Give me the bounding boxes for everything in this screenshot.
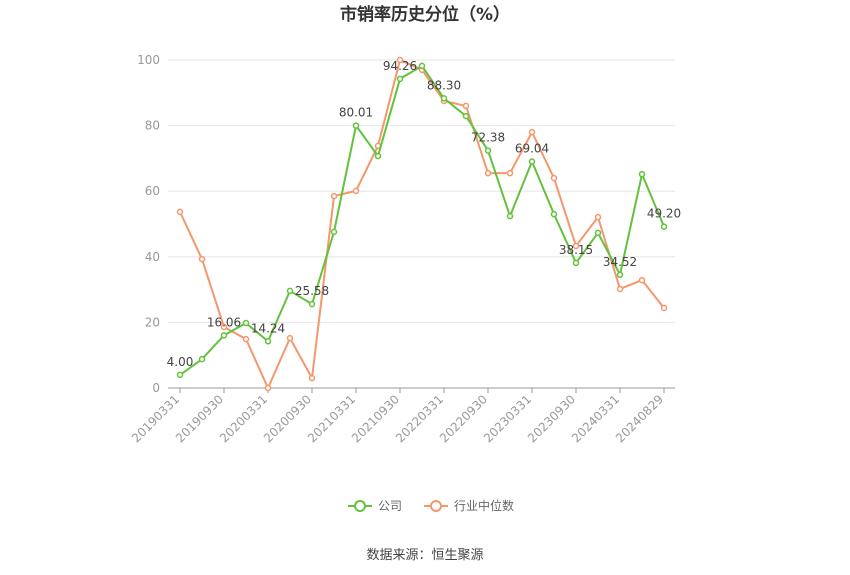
data-point: [550, 210, 558, 218]
data-point: [198, 255, 206, 263]
data-point: [242, 335, 250, 343]
data-point: [396, 56, 404, 64]
data-point: [594, 229, 602, 237]
data-point: [418, 62, 426, 70]
data-point: [176, 371, 184, 379]
data-label: 16.06: [207, 315, 241, 329]
data-label: 49.20: [647, 207, 681, 221]
data-label: 69.04: [515, 142, 549, 156]
y-tick-label: 80: [145, 119, 160, 133]
data-point: [594, 213, 602, 221]
series-line: [179, 58, 665, 391]
data-point: [572, 242, 580, 250]
data-point: [352, 187, 360, 195]
data-point: [528, 128, 536, 136]
data-point: [330, 228, 338, 236]
data-point: [264, 384, 272, 392]
data-point: [242, 319, 250, 327]
data-point: [462, 102, 470, 110]
data-label: 38.15: [559, 243, 593, 257]
data-point: [264, 338, 272, 345]
data-point: [440, 95, 448, 102]
data-point: [616, 285, 624, 293]
data-label: 80.01: [339, 106, 373, 120]
legend-label: 行业中位数: [454, 498, 514, 513]
y-tick-label: 0: [152, 381, 160, 395]
data-point: [638, 170, 646, 178]
data-point: [220, 323, 228, 331]
data-label: 25.58: [295, 284, 329, 298]
legend-marker: [354, 500, 366, 512]
data-point: [308, 374, 316, 382]
data-label: 14.24: [251, 321, 285, 335]
data-label: 34.52: [603, 255, 637, 269]
data-point: [550, 174, 558, 182]
data-label: 94.26: [383, 59, 417, 73]
data-point: [660, 223, 668, 230]
data-point: [286, 334, 294, 342]
data-point: [396, 75, 404, 83]
y-tick-label: 20: [145, 315, 160, 329]
data-label: 88.30: [427, 78, 461, 92]
data-point: [660, 304, 668, 312]
source: 数据来源：恒生聚源: [366, 548, 483, 563]
data-point: [506, 169, 514, 177]
data-label: 72.38: [471, 131, 505, 145]
legend-marker: [430, 500, 443, 512]
data-point: [176, 208, 184, 216]
data-point: [638, 276, 646, 284]
data-point: [308, 300, 316, 308]
y-tick-label: 60: [145, 184, 160, 198]
data-point: [352, 122, 360, 129]
data-point: [220, 332, 228, 339]
data-point: [572, 259, 580, 267]
data-point: [330, 192, 338, 200]
data-point: [374, 152, 382, 160]
data-point: [484, 147, 492, 154]
data-label: 4.00: [167, 355, 194, 369]
y-tick-label: 100: [137, 53, 160, 67]
data-point: [484, 169, 492, 177]
x-tick-label: 20240829: [613, 392, 666, 445]
data-point: [286, 287, 294, 295]
data-point: [462, 112, 470, 120]
y-tick-label: 40: [145, 250, 160, 264]
legend-label: 公司: [378, 499, 402, 513]
data-point: [528, 158, 536, 165]
data-point: [198, 355, 206, 363]
data-point: [506, 212, 514, 220]
chart-title: 市销率历史分位（%）: [340, 4, 510, 25]
data-point: [616, 271, 624, 279]
